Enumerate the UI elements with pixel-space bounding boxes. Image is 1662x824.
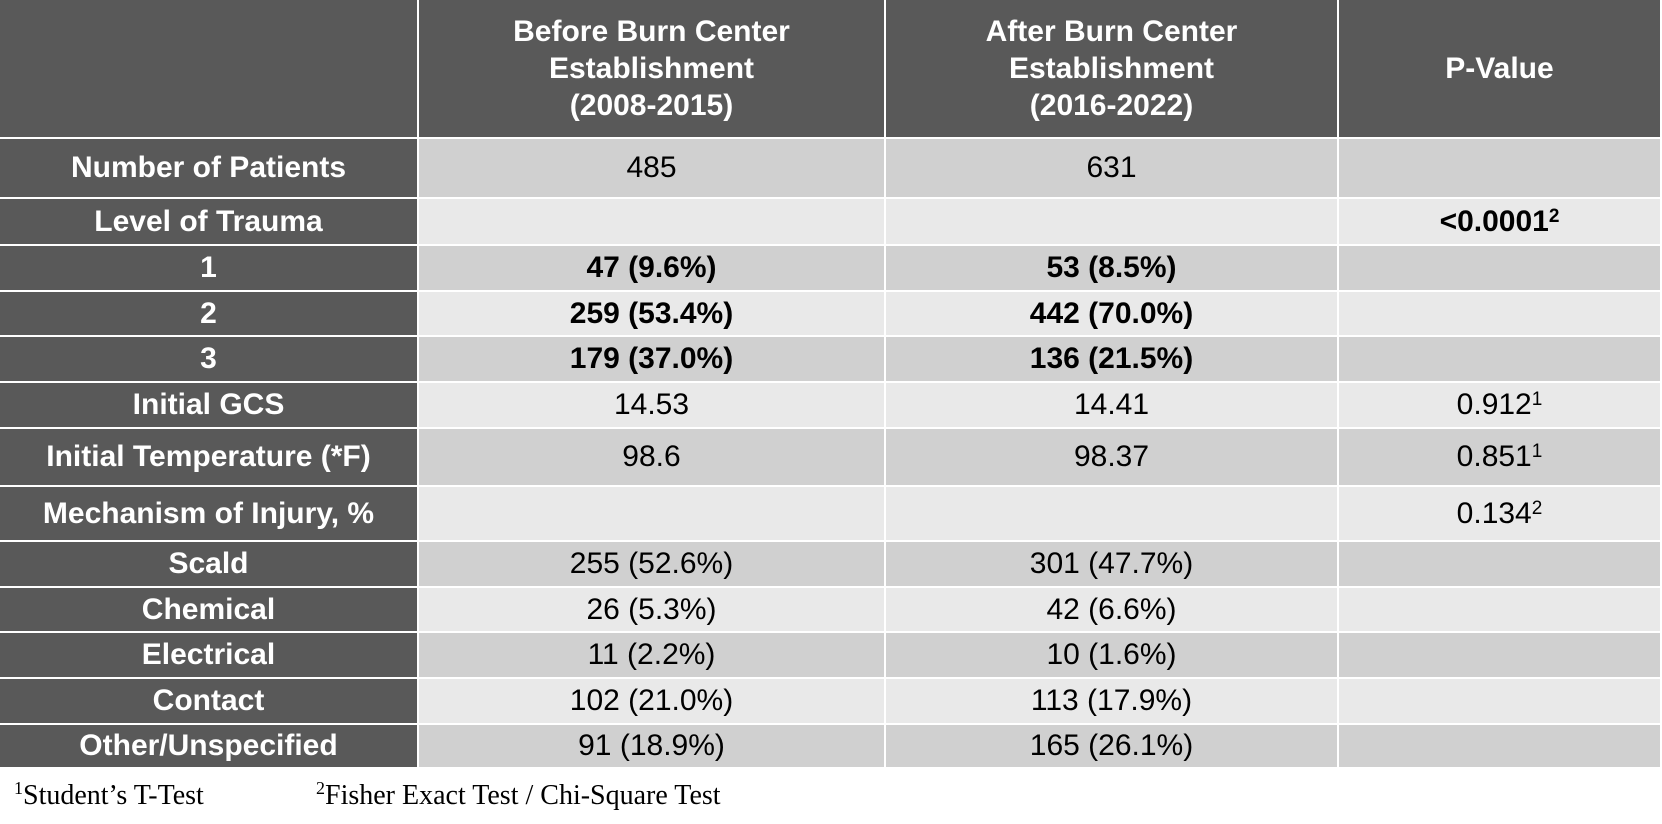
p-value-cell <box>1339 588 1662 633</box>
data-cell: 42 (6.6%) <box>886 588 1339 633</box>
row-label: Number of Patients <box>0 139 419 199</box>
header-line: After Burn Center <box>985 15 1238 48</box>
p-value: 0.8511 <box>1457 440 1543 474</box>
data-cell <box>886 199 1339 246</box>
row-label: Other/Unspecified <box>0 725 419 769</box>
row-label: Scald <box>0 542 419 588</box>
p-value: 0.9121 <box>1457 388 1543 422</box>
p-value-note: 1 <box>1531 441 1543 462</box>
data-cell: 102 (21.0%) <box>419 679 886 725</box>
p-value-number: 0.912 <box>1456 388 1532 421</box>
p-value-cell: 0.8511 <box>1339 429 1662 487</box>
footnote-mark: 2 <box>316 778 325 798</box>
data-cell: 98.37 <box>886 429 1339 487</box>
data-cell: 255 (52.6%) <box>419 542 886 588</box>
data-cell: 91 (18.9%) <box>419 725 886 769</box>
data-cell: 485 <box>419 139 886 199</box>
p-value-note: 1 <box>1531 389 1543 410</box>
p-value-cell <box>1339 337 1662 383</box>
column-header: Before Burn Center Establishment (2008-201… <box>419 0 886 139</box>
data-cell: 26 (5.3%) <box>419 588 886 633</box>
p-value-number: 0.134 <box>1456 496 1532 530</box>
footnote: 1Student’s T-Test <box>14 778 204 812</box>
data-cell: 631 <box>886 139 1339 199</box>
footnote-mark: 1 <box>14 778 23 798</box>
column-header: P-Value <box>1339 0 1662 139</box>
p-value-cell: 0.1342 <box>1339 487 1662 542</box>
data-cell: 10 (1.6%) <box>886 633 1339 679</box>
footnote: 2Fisher Exact Test / Chi-Square Test <box>316 778 721 812</box>
data-cell: 165 (26.1%) <box>886 725 1339 769</box>
data-cell: 301 (47.7%) <box>886 542 1339 588</box>
row-label: 2 <box>0 292 419 337</box>
p-value-cell <box>1339 633 1662 679</box>
header-line: Before Burn Center <box>513 15 790 48</box>
header-line: Establishment <box>548 52 755 85</box>
data-cell: 14.41 <box>886 383 1339 429</box>
row-label: Initial Temperature (*F) <box>0 429 419 487</box>
p-value-cell: <0.00012 <box>1339 199 1662 246</box>
header-corner <box>0 0 419 139</box>
row-label: Contact <box>0 679 419 725</box>
p-value-cell <box>1339 725 1662 769</box>
row-label: Electrical <box>0 633 419 679</box>
p-value-cell <box>1339 139 1662 199</box>
data-cell: 259 (53.4%) <box>419 292 886 337</box>
data-cell: 98.6 <box>419 429 886 487</box>
data-cell: 53 (8.5%) <box>886 246 1339 292</box>
data-cell <box>419 199 886 246</box>
p-value-number: <0.0001 <box>1439 204 1549 238</box>
header-line: (2016-2022) <box>1029 89 1194 122</box>
row-label: Initial GCS <box>0 383 419 429</box>
footnote-text: Fisher Exact Test / Chi-Square Test <box>325 780 721 811</box>
p-value: <0.00012 <box>1440 205 1560 239</box>
row-label: 3 <box>0 337 419 383</box>
row-label: Mechanism of Injury, % <box>0 487 419 542</box>
data-cell: 179 (37.0%) <box>419 337 886 383</box>
p-value-note: 2 <box>1548 205 1560 227</box>
p-value: 0.1342 <box>1457 497 1543 531</box>
header-line: Establishment <box>1008 52 1215 85</box>
row-label: Chemical <box>0 588 419 633</box>
row-label: Level of Trauma <box>0 199 419 246</box>
header-line: P-Value <box>1445 52 1554 85</box>
data-cell: 47 (9.6%) <box>419 246 886 292</box>
data-cell: 442 (70.0%) <box>886 292 1339 337</box>
data-cell: 113 (17.9%) <box>886 679 1339 725</box>
column-header: After Burn Center Establishment (2016-2022… <box>886 0 1339 139</box>
row-label: 1 <box>0 246 419 292</box>
p-value-cell <box>1339 246 1662 292</box>
p-value-cell <box>1339 292 1662 337</box>
data-cell: 11 (2.2%) <box>419 633 886 679</box>
data-cell <box>886 487 1339 542</box>
data-cell: 14.53 <box>419 383 886 429</box>
p-value-number: 0.851 <box>1456 440 1532 473</box>
footnote-text: Student’s T-Test <box>23 780 204 811</box>
p-value-note: 2 <box>1531 497 1543 519</box>
data-cell: 136 (21.5%) <box>886 337 1339 383</box>
data-cell <box>419 487 886 542</box>
p-value-cell <box>1339 679 1662 725</box>
header-line: (2008-2015) <box>569 89 734 122</box>
p-value-cell: 0.9121 <box>1339 383 1662 429</box>
p-value-cell <box>1339 542 1662 588</box>
